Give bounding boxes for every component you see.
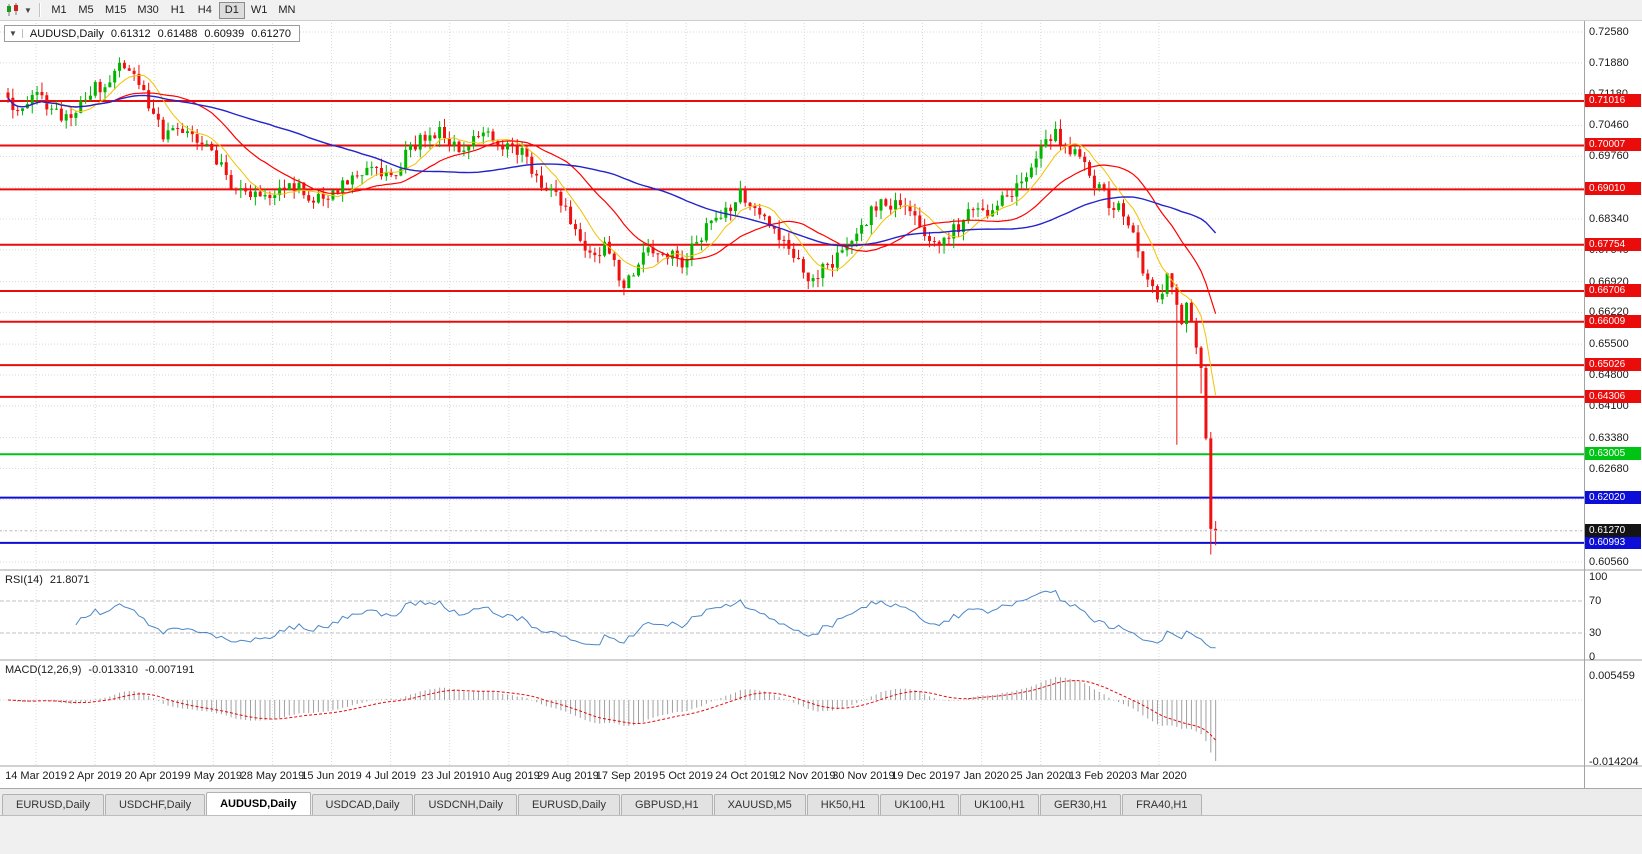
chart-tab[interactable]: USDCHF,Daily	[104, 794, 206, 815]
chart-type-icon[interactable]	[4, 2, 22, 18]
timeframe-button-h1[interactable]: H1	[165, 2, 191, 19]
chart-tab-bar: EURUSD,Daily USDCHF,Daily AUDUSD,Daily U…	[0, 788, 1642, 816]
chart-tab[interactable]: XAUUSD,M5	[713, 794, 806, 815]
ohlc-open-value: 0.61312	[110, 27, 151, 40]
chart-tab[interactable]: EURUSD,Daily	[2, 794, 104, 815]
timeframe-button-m15[interactable]: M15	[100, 2, 131, 19]
macd-label: MACD(12,26,9)	[5, 664, 82, 676]
rsi-label: RSI(14)	[5, 574, 43, 586]
chart-tab[interactable]: UK100,H1	[960, 794, 1039, 815]
ohlc-low-value: 0.60939	[204, 27, 245, 40]
chevron-down-icon[interactable]: ▼	[24, 5, 32, 15]
chart-symbol-label: AUDUSD,Daily	[29, 27, 104, 40]
macd-panel-label: MACD(12,26,9) -0.013310 -0.007191	[5, 664, 195, 676]
timeframe-toolbar: ▼ M1 M5 M15 M30 H1 H4 D1 W1 MN	[0, 0, 1642, 21]
rsi-value: 21.8071	[49, 574, 90, 586]
chart-tab[interactable]: UK100,H1	[880, 794, 960, 815]
chart-canvas[interactable]	[0, 0, 1642, 790]
timeframe-button-m5[interactable]: M5	[73, 2, 99, 19]
chart-tab[interactable]: GBPUSD,H1	[621, 794, 713, 815]
timeframe-button-m30[interactable]: M30	[132, 2, 163, 19]
timeframe-button-d1[interactable]: D1	[218, 1, 245, 19]
macd-signal-value: -0.007191	[144, 664, 195, 676]
chart-tab[interactable]: FRA40,H1	[1122, 794, 1202, 815]
one-click-trading-toggle-icon[interactable]: ▼	[8, 29, 23, 38]
ohlc-high-value: 0.61488	[157, 27, 198, 40]
toolbar-separator	[39, 3, 40, 17]
timeframe-button-mn[interactable]: MN	[273, 2, 300, 19]
chart-tab[interactable]: AUDUSD,Daily	[206, 792, 311, 815]
price-axis[interactable]	[1584, 20, 1642, 766]
chart-ohlc-header: ▼ AUDUSD,Daily 0.61312 0.61488 0.60939 0…	[4, 25, 300, 42]
timeframe-button-h4[interactable]: H4	[192, 2, 218, 19]
chart-tab[interactable]: USDCAD,Daily	[311, 794, 414, 815]
chart-tab[interactable]: HK50,H1	[806, 794, 880, 815]
timeframe-button-m1[interactable]: M1	[46, 2, 72, 19]
timeframe-button-w1[interactable]: W1	[246, 2, 273, 19]
rsi-panel-label: RSI(14) 21.8071	[5, 574, 90, 586]
time-axis[interactable]	[0, 766, 1584, 788]
macd-main-value: -0.013310	[88, 664, 138, 676]
chart-tab[interactable]: GER30,H1	[1039, 794, 1122, 815]
chart-tab[interactable]: USDCNH,Daily	[414, 794, 518, 815]
ohlc-close-value: 0.61270	[251, 27, 291, 40]
chart-tab[interactable]: EURUSD,Daily	[518, 794, 620, 815]
